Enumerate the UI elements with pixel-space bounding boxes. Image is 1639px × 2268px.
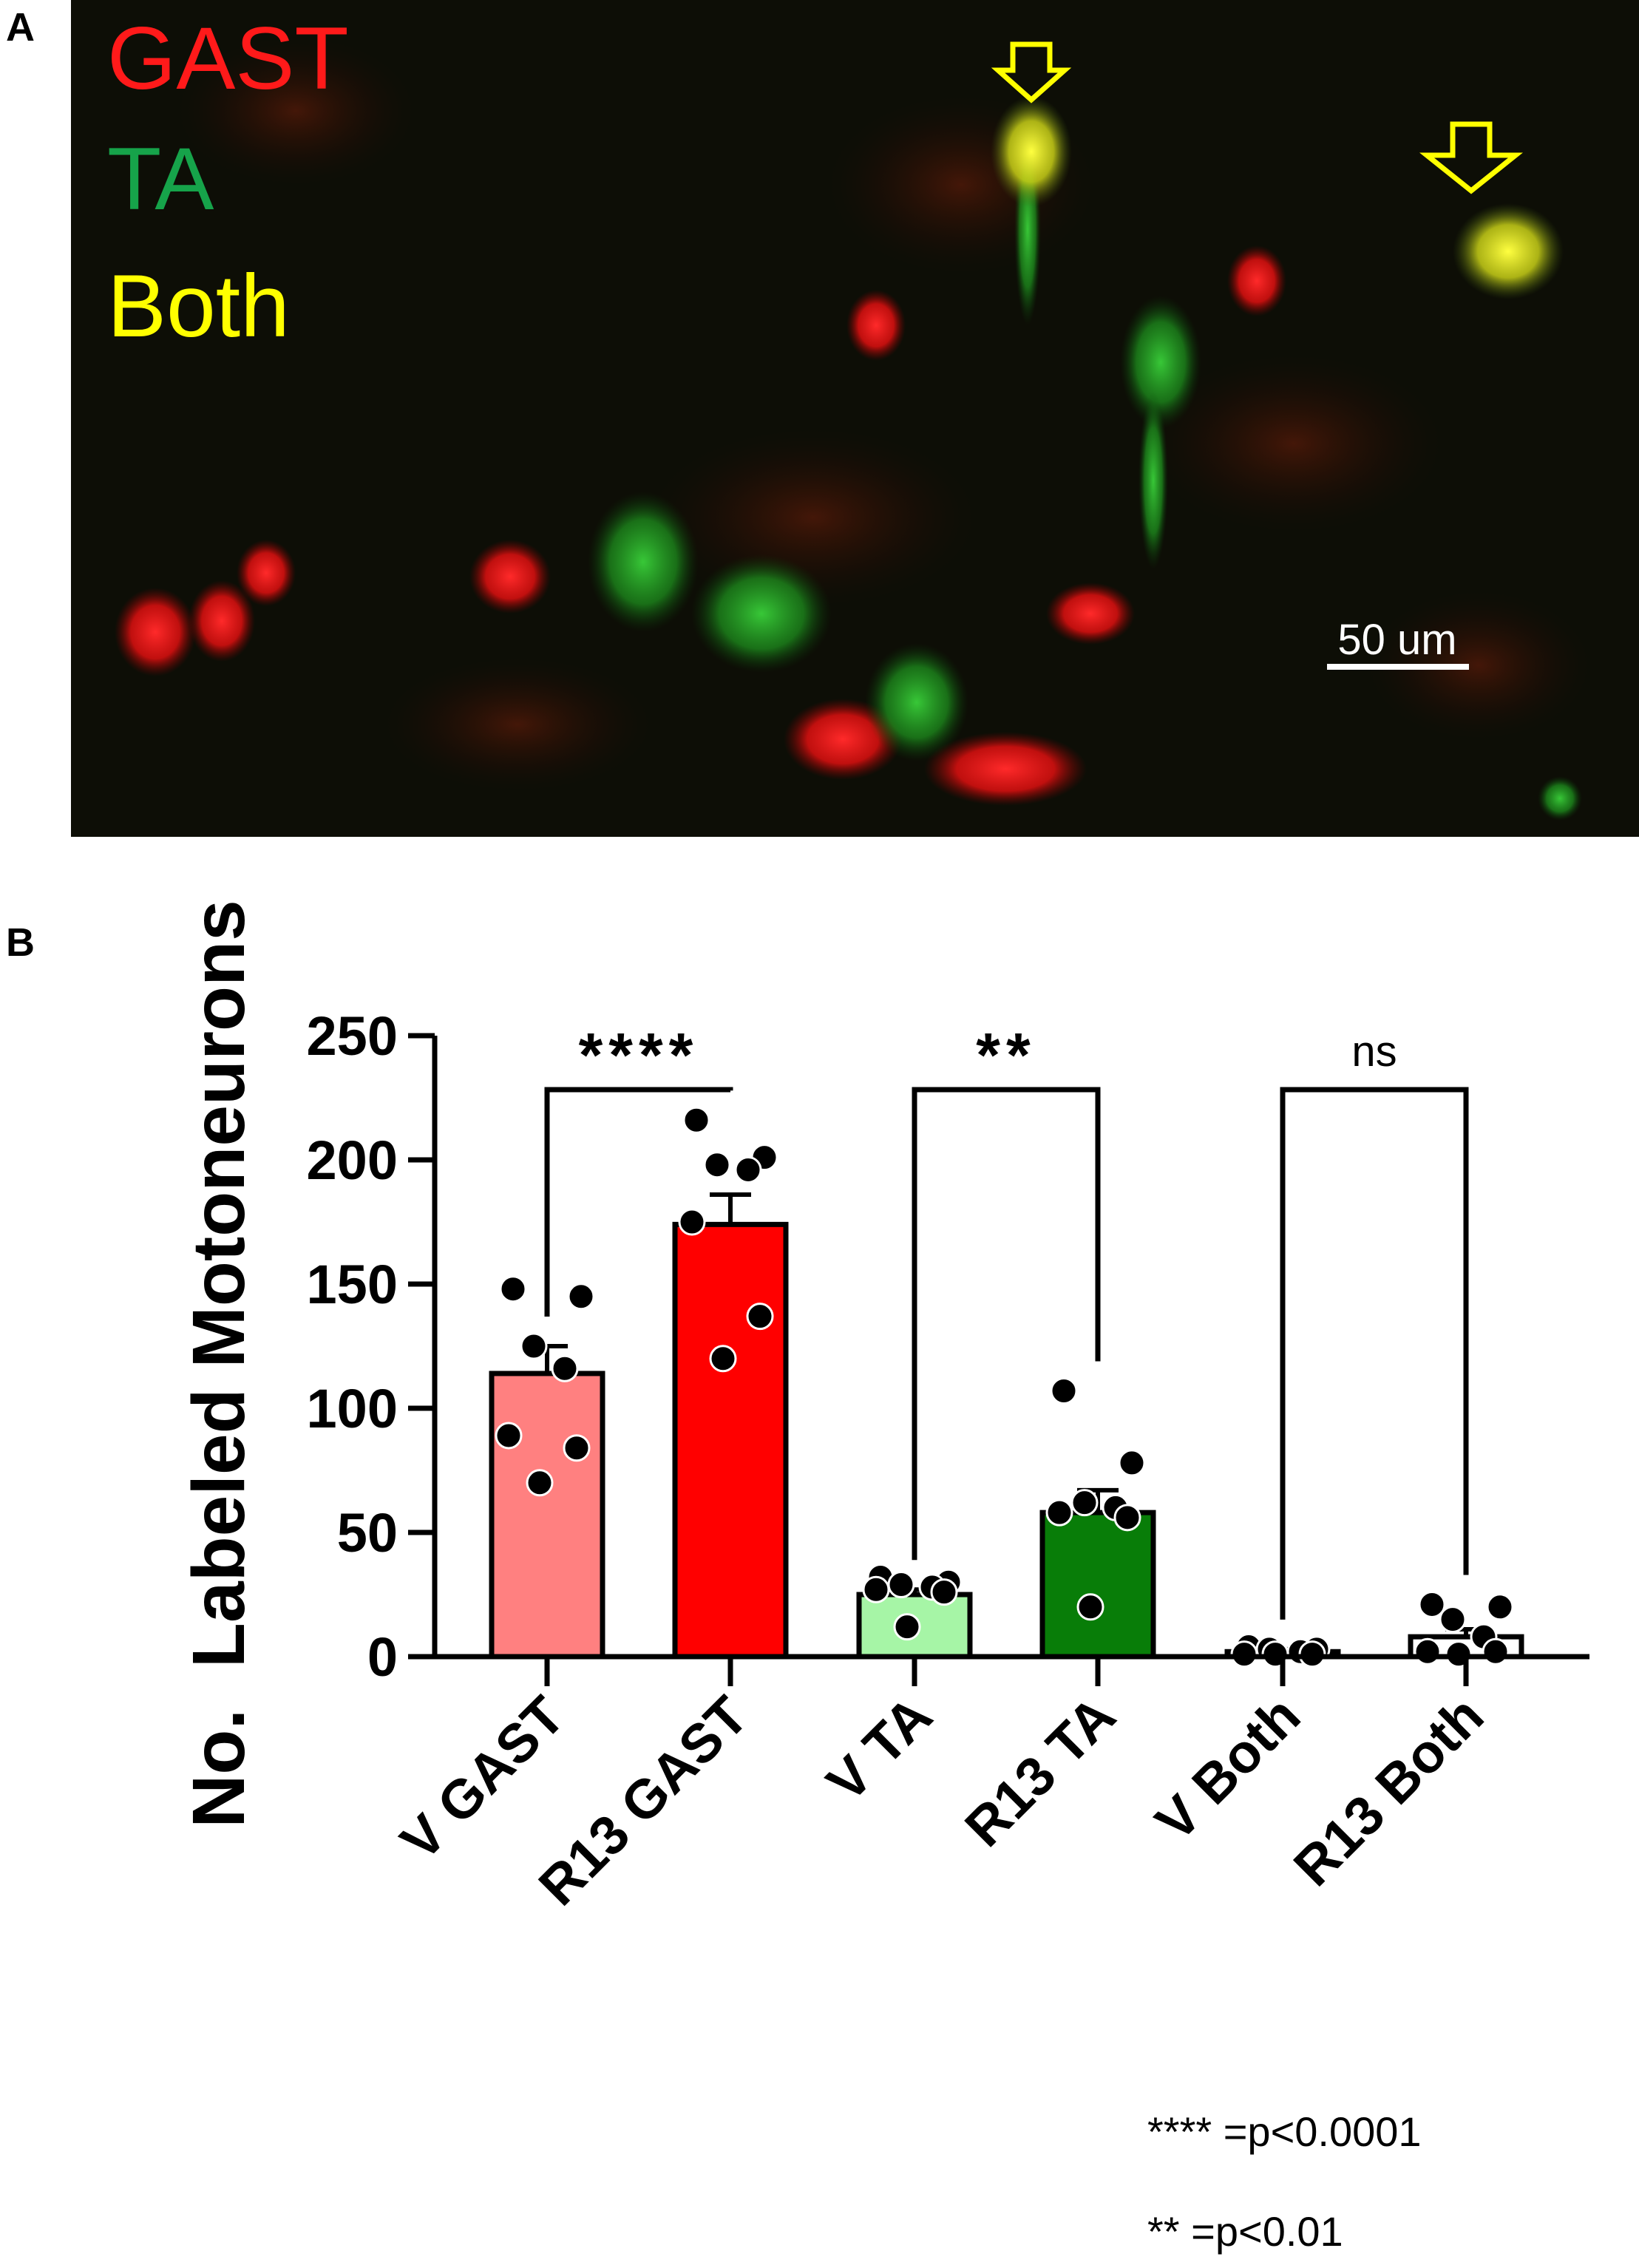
data-point	[1118, 1449, 1146, 1477]
legend-both: Both	[107, 257, 290, 356]
data-point	[703, 1151, 731, 1179]
data-point	[1070, 1489, 1099, 1517]
data-point	[1439, 1606, 1467, 1634]
data-point	[893, 1613, 921, 1641]
data-point	[734, 1155, 762, 1184]
data-point	[1113, 1504, 1141, 1532]
bar	[489, 1371, 605, 1660]
footnote-1: **** =p<0.0001	[1147, 2108, 1422, 2155]
data-point	[682, 1106, 710, 1134]
micrograph: GAST TA Both 50 um	[71, 0, 1639, 837]
data-point	[1076, 1593, 1104, 1621]
scale-bar-label: 50 um	[1337, 616, 1456, 664]
data-point	[1418, 1590, 1446, 1618]
significance-bracket	[912, 1087, 1101, 1561]
data-point	[746, 1303, 774, 1331]
data-point	[499, 1275, 527, 1303]
significance-bracket	[1280, 1087, 1469, 1620]
data-point	[526, 1469, 554, 1497]
bar	[1039, 1510, 1156, 1660]
scale-bar: 50 um	[1327, 616, 1469, 670]
legend-ta: TA	[107, 129, 214, 228]
y-tick-label: 150	[307, 1254, 398, 1315]
data-point	[1045, 1498, 1073, 1527]
significance-label: **	[976, 1020, 1036, 1090]
significance-bracket	[544, 1087, 733, 1317]
data-point	[520, 1332, 548, 1360]
data-point	[1482, 1637, 1510, 1666]
y-tick-label: 50	[337, 1502, 398, 1564]
x-tick-label: R13 TA	[953, 1685, 1127, 1858]
red-cells-gast	[115, 245, 1286, 806]
panel-a-letter: A	[6, 5, 35, 50]
data-point	[1414, 1637, 1442, 1666]
y-tick-label: 250	[307, 1005, 398, 1067]
legend-gast: GAST	[107, 9, 349, 108]
y-tick-label: 0	[367, 1626, 398, 1688]
data-point	[862, 1575, 890, 1603]
arrow-icon	[991, 41, 1523, 194]
data-point	[678, 1208, 706, 1236]
y-axis-label: No. Labeled Motoneurons	[177, 900, 260, 1828]
data-point	[1486, 1593, 1514, 1621]
data-point	[930, 1578, 958, 1606]
data-point	[709, 1345, 737, 1373]
data-point	[495, 1422, 523, 1450]
x-tick-label: V Both	[1144, 1685, 1311, 1853]
legend-a: GAST TA Both	[107, 9, 349, 356]
panel-b-letter: B	[6, 920, 35, 965]
data-point	[551, 1354, 579, 1382]
footnote-2: ** =p<0.01	[1147, 2208, 1343, 2255]
x-tick-label: V TA	[815, 1685, 943, 1813]
y-tick-label: 100	[307, 1378, 398, 1439]
x-tick-label: V GAST	[389, 1685, 576, 1872]
green-cells-ta	[588, 133, 1582, 821]
data-point	[563, 1434, 591, 1462]
significance-label: ****	[579, 1020, 699, 1090]
data-point	[567, 1283, 595, 1311]
bar	[672, 1221, 789, 1660]
significance-label: ns	[1351, 1028, 1397, 1076]
yellow-cells-both	[991, 96, 1564, 299]
data-point	[1050, 1376, 1078, 1405]
y-tick-label: 200	[307, 1130, 398, 1191]
x-tick-label: R13 Both	[1282, 1685, 1495, 1898]
data-point	[887, 1571, 915, 1599]
chart-b: 0 50 100 150 200 250 No. Labeled Motoneurons V …	[177, 900, 1589, 1917]
